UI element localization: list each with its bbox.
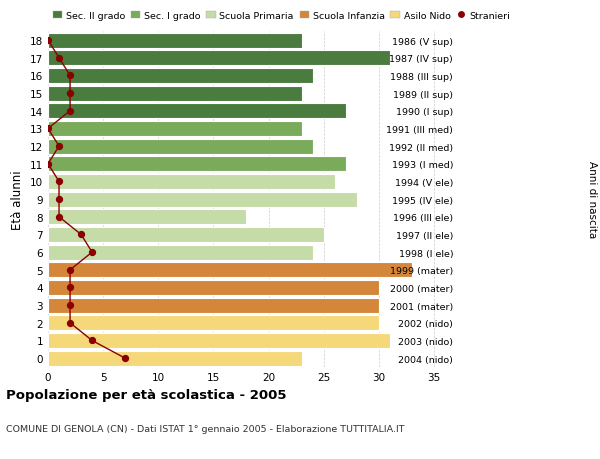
Point: [65, 319, 75, 327]
Bar: [48, 34, 302, 49]
Point: [54, 213, 64, 221]
Point: [65, 284, 75, 291]
Bar: [48, 316, 379, 330]
Text: Anni di nascita: Anni di nascita: [587, 161, 597, 238]
Point: [54, 55, 64, 62]
Bar: [48, 139, 313, 154]
Text: Popolazione per età scolastica - 2005: Popolazione per età scolastica - 2005: [6, 388, 287, 401]
Bar: [48, 228, 323, 242]
Point: [88, 249, 97, 256]
Bar: [48, 69, 313, 84]
Y-axis label: Età alunni: Età alunni: [11, 170, 25, 230]
Bar: [48, 51, 390, 66]
Bar: [48, 122, 302, 137]
Point: [43, 161, 53, 168]
Bar: [48, 351, 302, 366]
Bar: [48, 174, 335, 190]
Point: [121, 355, 130, 362]
Point: [65, 73, 75, 80]
Point: [65, 302, 75, 309]
Point: [65, 90, 75, 97]
Bar: [48, 192, 357, 207]
Point: [76, 231, 86, 239]
Point: [43, 37, 53, 45]
Bar: [48, 298, 379, 313]
Bar: [48, 280, 379, 295]
Point: [88, 337, 97, 344]
Point: [54, 143, 64, 151]
Legend: Sec. II grado, Sec. I grado, Scuola Primaria, Scuola Infanzia, Asilo Nido, Stran: Sec. II grado, Sec. I grado, Scuola Prim…: [53, 12, 510, 21]
Bar: [48, 157, 346, 172]
Bar: [48, 210, 247, 225]
Bar: [48, 263, 412, 278]
Bar: [48, 104, 346, 119]
Point: [65, 108, 75, 115]
Bar: [48, 245, 313, 260]
Text: COMUNE DI GENOLA (CN) - Dati ISTAT 1° gennaio 2005 - Elaborazione TUTTITALIA.IT: COMUNE DI GENOLA (CN) - Dati ISTAT 1° ge…: [6, 425, 404, 434]
Point: [54, 196, 64, 203]
Point: [54, 179, 64, 186]
Point: [43, 125, 53, 133]
Bar: [48, 333, 390, 348]
Point: [65, 267, 75, 274]
Bar: [48, 86, 302, 101]
